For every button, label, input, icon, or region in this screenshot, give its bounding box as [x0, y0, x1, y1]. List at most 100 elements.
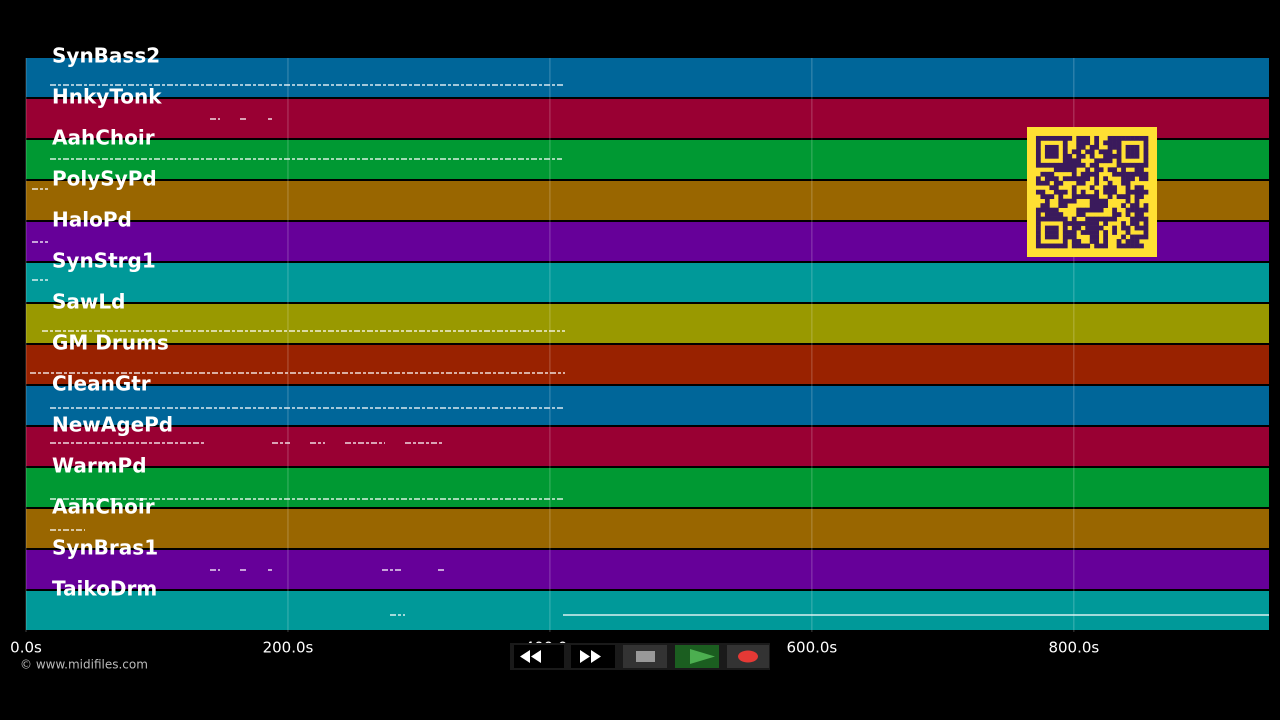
qr-cell	[1094, 162, 1100, 168]
qr-cell	[1107, 140, 1113, 146]
qr-cell	[1130, 243, 1135, 249]
x-tick-label: 0.0s	[10, 639, 42, 657]
qr-cell	[1130, 221, 1135, 226]
qr-cell	[1089, 225, 1095, 231]
qr-cell	[1071, 194, 1077, 200]
qr-cell	[1049, 171, 1055, 177]
qr-cell	[1053, 243, 1059, 249]
qr-cell	[1044, 135, 1050, 141]
qr-cell	[1112, 144, 1117, 150]
fast-forward-button[interactable]	[571, 645, 615, 668]
qr-cell	[1044, 162, 1050, 168]
qr-cell	[1058, 198, 1064, 204]
qr-cell	[1121, 135, 1126, 141]
notes	[30, 84, 1269, 616]
qr-cell	[1121, 176, 1126, 182]
qr-cell	[1134, 203, 1140, 208]
x-tick-label: 600.0s	[786, 639, 837, 657]
qr-cell	[1130, 135, 1135, 141]
track-row	[26, 263, 1269, 302]
record-button[interactable]	[727, 645, 769, 668]
qr-cell	[1076, 243, 1082, 249]
qr-cell	[1044, 194, 1050, 200]
rewind-button[interactable]	[514, 645, 564, 668]
track-name: PolySyPd	[52, 167, 157, 191]
qr-cell	[1121, 167, 1126, 173]
qr-cell	[1062, 162, 1068, 168]
qr-cell	[1044, 243, 1050, 249]
qr-cell	[1044, 212, 1050, 217]
track-name: NewAgePd	[52, 413, 173, 437]
qr-cell	[1071, 225, 1077, 231]
qr-cell	[1044, 216, 1050, 222]
qr-cell	[1134, 171, 1140, 177]
track-name: SawLd	[52, 290, 125, 314]
track-name: AahChoir	[52, 126, 155, 150]
qr-cell	[1071, 239, 1077, 244]
qr-cell	[1094, 198, 1100, 204]
qr-cell	[1143, 135, 1149, 141]
qr-cell	[1080, 176, 1086, 182]
qr-cell	[1139, 176, 1144, 182]
track-row	[26, 427, 1269, 466]
qr-cell	[1062, 149, 1068, 155]
qr-cell	[1125, 207, 1131, 213]
qr-cell	[1085, 225, 1091, 231]
qr-cell	[1103, 239, 1108, 244]
qr-cell	[1076, 207, 1082, 213]
stop-button[interactable]	[623, 645, 667, 668]
qr-cell	[1035, 176, 1041, 182]
track-name: SynStrg1	[52, 249, 156, 273]
qr-cell	[1130, 203, 1135, 208]
qr-cell	[1067, 198, 1073, 204]
qr-cell	[1049, 162, 1055, 168]
qr-cell	[1143, 216, 1149, 222]
qr-cell	[1076, 162, 1082, 168]
qr-cell	[1134, 144, 1140, 150]
qr-cell	[1139, 167, 1144, 173]
track-row	[26, 509, 1269, 548]
qr-cell	[1071, 171, 1077, 177]
qr-cell	[1080, 194, 1086, 200]
qr-cell	[1116, 135, 1122, 141]
qr-cell	[1098, 243, 1104, 249]
qr-cell	[1071, 243, 1077, 249]
qr-cell	[1103, 221, 1108, 226]
track-name: HnkyTonk	[52, 85, 162, 109]
qr-cell	[1121, 221, 1126, 226]
qr-cell	[1071, 149, 1077, 155]
qr-cell	[1107, 135, 1113, 141]
qr-cell	[1098, 198, 1104, 204]
qr-cell	[1121, 194, 1126, 200]
qr-cell	[1067, 221, 1073, 226]
qr-cell	[1125, 243, 1131, 249]
qr-cell	[1094, 207, 1100, 213]
qr-cell	[1035, 230, 1041, 235]
qr-cell	[1062, 225, 1068, 231]
qr-cell	[1139, 216, 1144, 222]
qr-cell	[1112, 207, 1117, 213]
qr-cell	[1103, 216, 1108, 222]
qr-cell	[1071, 230, 1077, 235]
qr-cell	[1125, 176, 1131, 182]
ff-icon	[580, 650, 601, 663]
qr-cell	[1044, 225, 1050, 231]
play-button[interactable]	[675, 645, 719, 668]
qr-cell	[1076, 194, 1082, 200]
qr-cell	[1035, 149, 1041, 155]
qr-cell	[1125, 153, 1131, 159]
qr-cell	[1062, 239, 1068, 244]
qr-cell	[1103, 234, 1108, 240]
qr-cell	[1130, 149, 1135, 155]
qr-cell	[1049, 176, 1055, 182]
qr-cell	[1125, 185, 1131, 191]
qr-cell	[1071, 189, 1077, 195]
qr-cell	[1049, 149, 1055, 155]
qr-cell	[1089, 239, 1095, 244]
qr-cell	[1134, 207, 1140, 213]
qr-cell	[1121, 225, 1126, 231]
qr-cell	[1094, 158, 1100, 164]
qr-cell	[1134, 212, 1140, 217]
qr-cell	[1053, 230, 1059, 235]
qr-cell	[1035, 225, 1041, 231]
